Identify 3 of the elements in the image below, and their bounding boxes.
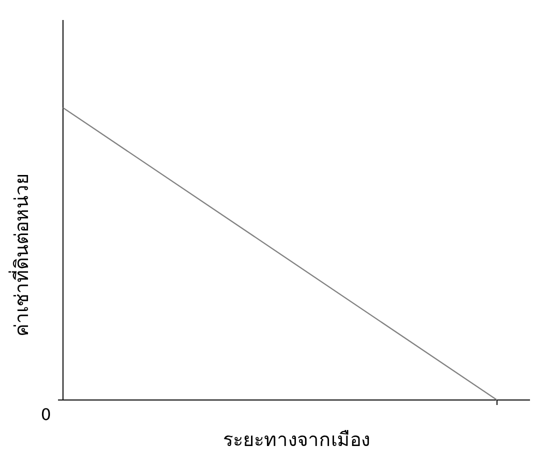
x-axis-title: ระยะทางจากเมือง bbox=[223, 429, 370, 451]
y-axis-title: ค่าเช่าที่ดินต่อหน่วย bbox=[8, 174, 33, 336]
text: 0 bbox=[40, 405, 52, 424]
